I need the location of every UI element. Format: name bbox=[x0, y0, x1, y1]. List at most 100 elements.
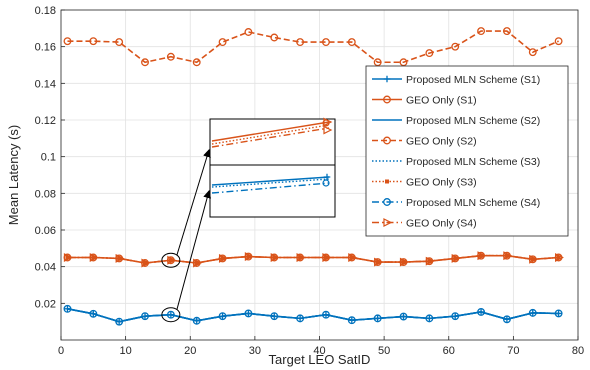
legend-box bbox=[365, 65, 569, 237]
y-tick-label: 0.16 bbox=[35, 42, 56, 54]
inset-line bbox=[211, 124, 330, 145]
data-point bbox=[451, 42, 460, 51]
legend-marker bbox=[385, 179, 389, 184]
data-point bbox=[477, 308, 486, 316]
data-point bbox=[141, 58, 149, 67]
series-line bbox=[67, 254, 559, 264]
series-layer bbox=[63, 27, 564, 326]
data-point bbox=[453, 256, 458, 261]
legend-item: Proposed MLN Scheme (S2) bbox=[372, 115, 540, 127]
data-point bbox=[348, 253, 358, 262]
x-axis-label: Target LEO SatID bbox=[269, 352, 371, 367]
axis-ticks: 0 10 20 30 40 50 60 70 80 0.02 0.04 0.06 0.08 0.1 0.12… bbox=[35, 5, 585, 357]
x-tick-label: 80 bbox=[572, 345, 584, 357]
data-point bbox=[218, 38, 227, 47]
x-tick-label: 50 bbox=[378, 345, 390, 357]
legend-item: GEO Only (S4) bbox=[372, 218, 477, 230]
data-point bbox=[63, 37, 72, 46]
data-point bbox=[244, 252, 254, 262]
data-point bbox=[477, 27, 486, 36]
x-tick-label: 20 bbox=[184, 345, 196, 357]
data-point bbox=[374, 257, 384, 267]
inset-marker bbox=[323, 125, 333, 135]
data-point bbox=[373, 58, 382, 67]
x-tick-label: 0 bbox=[58, 345, 64, 357]
zoom-inset-2 bbox=[161, 164, 336, 323]
data-point bbox=[296, 253, 306, 262]
data-point bbox=[554, 309, 563, 318]
data-point bbox=[347, 38, 356, 47]
legend-label: GEO Only (S2) bbox=[406, 136, 477, 148]
data-point bbox=[399, 312, 408, 321]
series-1 bbox=[64, 305, 562, 325]
data-point bbox=[479, 253, 484, 258]
zoom-source-ellipse bbox=[161, 307, 181, 323]
data-point bbox=[167, 255, 177, 265]
data-point bbox=[296, 314, 305, 323]
inset-line bbox=[211, 127, 330, 148]
zoom-arrow bbox=[176, 190, 212, 310]
series-line bbox=[67, 308, 559, 323]
data-point bbox=[399, 58, 408, 67]
data-point bbox=[528, 48, 537, 57]
legend: Proposed MLN Scheme (S1) GEO Only (S1) Pro… bbox=[365, 65, 569, 237]
data-point bbox=[89, 253, 99, 262]
legend-label: GEO Only (S4) bbox=[406, 218, 477, 230]
series-2 bbox=[63, 251, 563, 267]
data-point bbox=[451, 253, 461, 263]
legend-marker bbox=[383, 136, 391, 145]
legend-label: Proposed MLN Scheme (S4) bbox=[406, 197, 540, 209]
series-4 bbox=[63, 27, 563, 67]
data-point bbox=[115, 253, 125, 263]
data-point bbox=[270, 312, 279, 321]
data-point bbox=[503, 251, 513, 261]
data-point bbox=[296, 38, 305, 47]
data-point bbox=[322, 253, 332, 262]
y-tick-label: 0.08 bbox=[35, 188, 56, 200]
legend-label: GEO Only (S3) bbox=[406, 177, 477, 189]
data-point bbox=[425, 256, 435, 266]
inset-line bbox=[211, 182, 330, 194]
data-point bbox=[425, 49, 434, 58]
y-axis-label: Mean Latency (s) bbox=[6, 125, 21, 225]
zoom-callouts bbox=[161, 117, 336, 323]
x-tick-label: 60 bbox=[443, 345, 455, 357]
series-3 bbox=[67, 308, 559, 323]
y-tick-label: 0.04 bbox=[35, 262, 56, 274]
data-point bbox=[192, 58, 201, 67]
legend-item: GEO Only (S1) bbox=[372, 95, 477, 107]
legend-label: Proposed MLN Scheme (S2) bbox=[406, 115, 540, 127]
y-tick-label: 0.1 bbox=[41, 152, 56, 164]
legend-label: Proposed MLN Scheme (S1) bbox=[406, 74, 540, 86]
data-point bbox=[399, 257, 409, 267]
data-point bbox=[63, 304, 72, 313]
data-point bbox=[425, 314, 434, 323]
data-point bbox=[166, 310, 175, 319]
data-point bbox=[270, 33, 279, 42]
data-point bbox=[115, 38, 124, 47]
y-tick-label: 0.02 bbox=[35, 298, 56, 310]
data-point bbox=[218, 253, 228, 263]
inset-marker bbox=[322, 119, 330, 127]
data-point bbox=[502, 27, 511, 36]
legend-label: GEO Only (S1) bbox=[406, 95, 477, 107]
data-point bbox=[63, 253, 73, 262]
zoom-source-ellipse bbox=[161, 252, 181, 268]
y-tick-label: 0.06 bbox=[35, 225, 56, 237]
data-point bbox=[117, 256, 122, 261]
series-line bbox=[67, 308, 559, 323]
legend-item: Proposed MLN Scheme (S3) bbox=[372, 156, 540, 168]
series-8 bbox=[63, 251, 564, 268]
y-tick-label: 0.18 bbox=[35, 5, 56, 17]
data-point bbox=[218, 312, 227, 321]
series-7 bbox=[63, 304, 563, 326]
data-point bbox=[192, 316, 201, 325]
data-point bbox=[322, 310, 330, 319]
y-tick-label: 0.14 bbox=[35, 78, 56, 90]
x-tick-label: 70 bbox=[507, 345, 519, 357]
zoom-arrow bbox=[176, 149, 211, 256]
data-point bbox=[323, 255, 328, 260]
legend-item: GEO Only (S2) bbox=[372, 136, 477, 148]
inset-marker bbox=[323, 173, 331, 181]
